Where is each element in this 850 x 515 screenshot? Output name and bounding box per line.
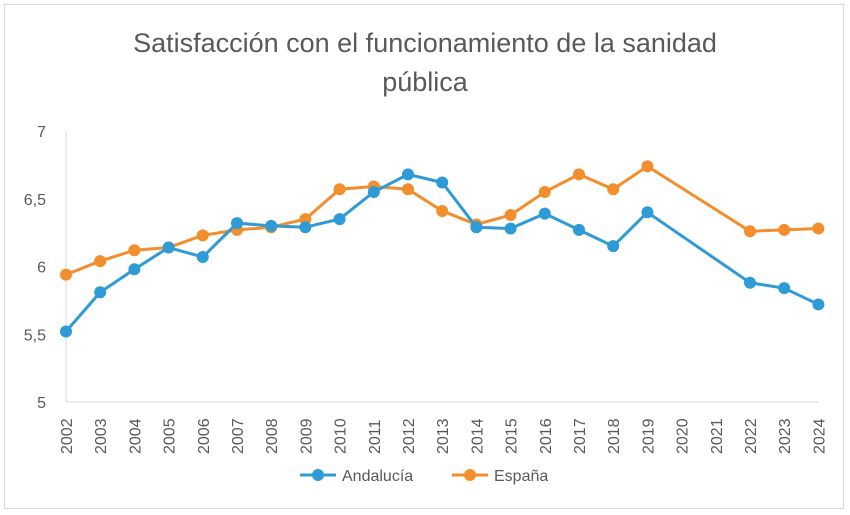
data-point <box>333 183 346 196</box>
data-point <box>162 241 175 254</box>
y-tick-label: 7 <box>37 124 46 141</box>
data-point <box>94 286 107 299</box>
data-point <box>504 222 517 235</box>
x-tick-label: 2022 <box>743 418 760 454</box>
x-tick-label: 2005 <box>162 418 179 454</box>
data-point <box>231 217 243 230</box>
data-point <box>538 207 551 220</box>
data-point <box>538 185 551 198</box>
x-tick-label: 2018 <box>606 418 623 454</box>
x-tick-label: 2008 <box>264 418 281 454</box>
y-tick-label: 6,5 <box>24 192 46 209</box>
x-tick-label: 2014 <box>469 418 486 454</box>
series-line <box>64 172 820 333</box>
chart-title-line-2: pública <box>382 67 468 97</box>
legend-label: España <box>494 468 548 485</box>
x-tick-label: 2016 <box>538 418 555 454</box>
x-tick-label: 2023 <box>777 418 794 454</box>
x-tick-label: 2019 <box>640 418 657 454</box>
data-point <box>436 176 449 189</box>
data-point <box>60 268 72 281</box>
data-point <box>573 168 585 181</box>
legend-marker <box>312 469 324 481</box>
x-tick-label: 2006 <box>196 418 213 454</box>
x-tick-label: 2017 <box>572 418 589 454</box>
data-point <box>402 168 414 181</box>
data-point <box>504 209 517 222</box>
data-point <box>573 223 585 236</box>
data-point <box>94 255 107 268</box>
y-tick-label: 5,5 <box>24 327 46 344</box>
data-point <box>607 183 620 196</box>
data-point <box>128 244 141 257</box>
data-point <box>812 222 825 235</box>
chart-title: Satisfacción con el funcionamiento de la… <box>0 24 850 102</box>
legend-label: Andalucía <box>342 468 413 485</box>
y-tick-label: 6 <box>37 260 46 277</box>
data-point <box>196 229 209 242</box>
data-point <box>367 185 380 198</box>
x-tick-label: 2004 <box>127 418 144 454</box>
data-point <box>778 223 791 236</box>
data-point <box>607 240 620 253</box>
x-tick-label: 2021 <box>709 418 726 454</box>
data-point <box>641 160 654 173</box>
x-tick-label: 2011 <box>367 419 384 454</box>
data-point <box>402 183 414 196</box>
legend-marker <box>464 469 476 481</box>
x-tick-label: 2003 <box>93 418 110 454</box>
data-point <box>333 213 346 226</box>
data-point <box>470 221 483 234</box>
x-tick-label: 2009 <box>298 418 315 454</box>
x-tick-label: 2002 <box>59 418 76 454</box>
data-point <box>744 276 756 289</box>
y-tick-label: 5 <box>37 395 46 412</box>
data-point <box>299 221 312 234</box>
x-tick-label: 2012 <box>401 418 418 454</box>
x-tick-label: 2020 <box>675 418 692 454</box>
x-tick-label: 2013 <box>435 418 452 454</box>
chart-title-line-1: Satisfacción con el funcionamiento de la… <box>133 28 717 58</box>
data-point <box>778 282 791 295</box>
data-point <box>744 225 756 238</box>
data-point <box>265 219 278 232</box>
x-tick-label: 2015 <box>504 418 521 454</box>
data-point <box>128 263 141 276</box>
data-point <box>196 251 209 264</box>
x-tick-label: 2024 <box>811 418 828 454</box>
data-point <box>60 325 72 338</box>
x-tick-label: 2010 <box>333 418 350 454</box>
x-tick-label: 2007 <box>230 418 247 454</box>
data-point <box>436 204 449 217</box>
data-point <box>812 298 825 311</box>
chart-frame <box>4 4 844 509</box>
data-point <box>641 206 654 219</box>
